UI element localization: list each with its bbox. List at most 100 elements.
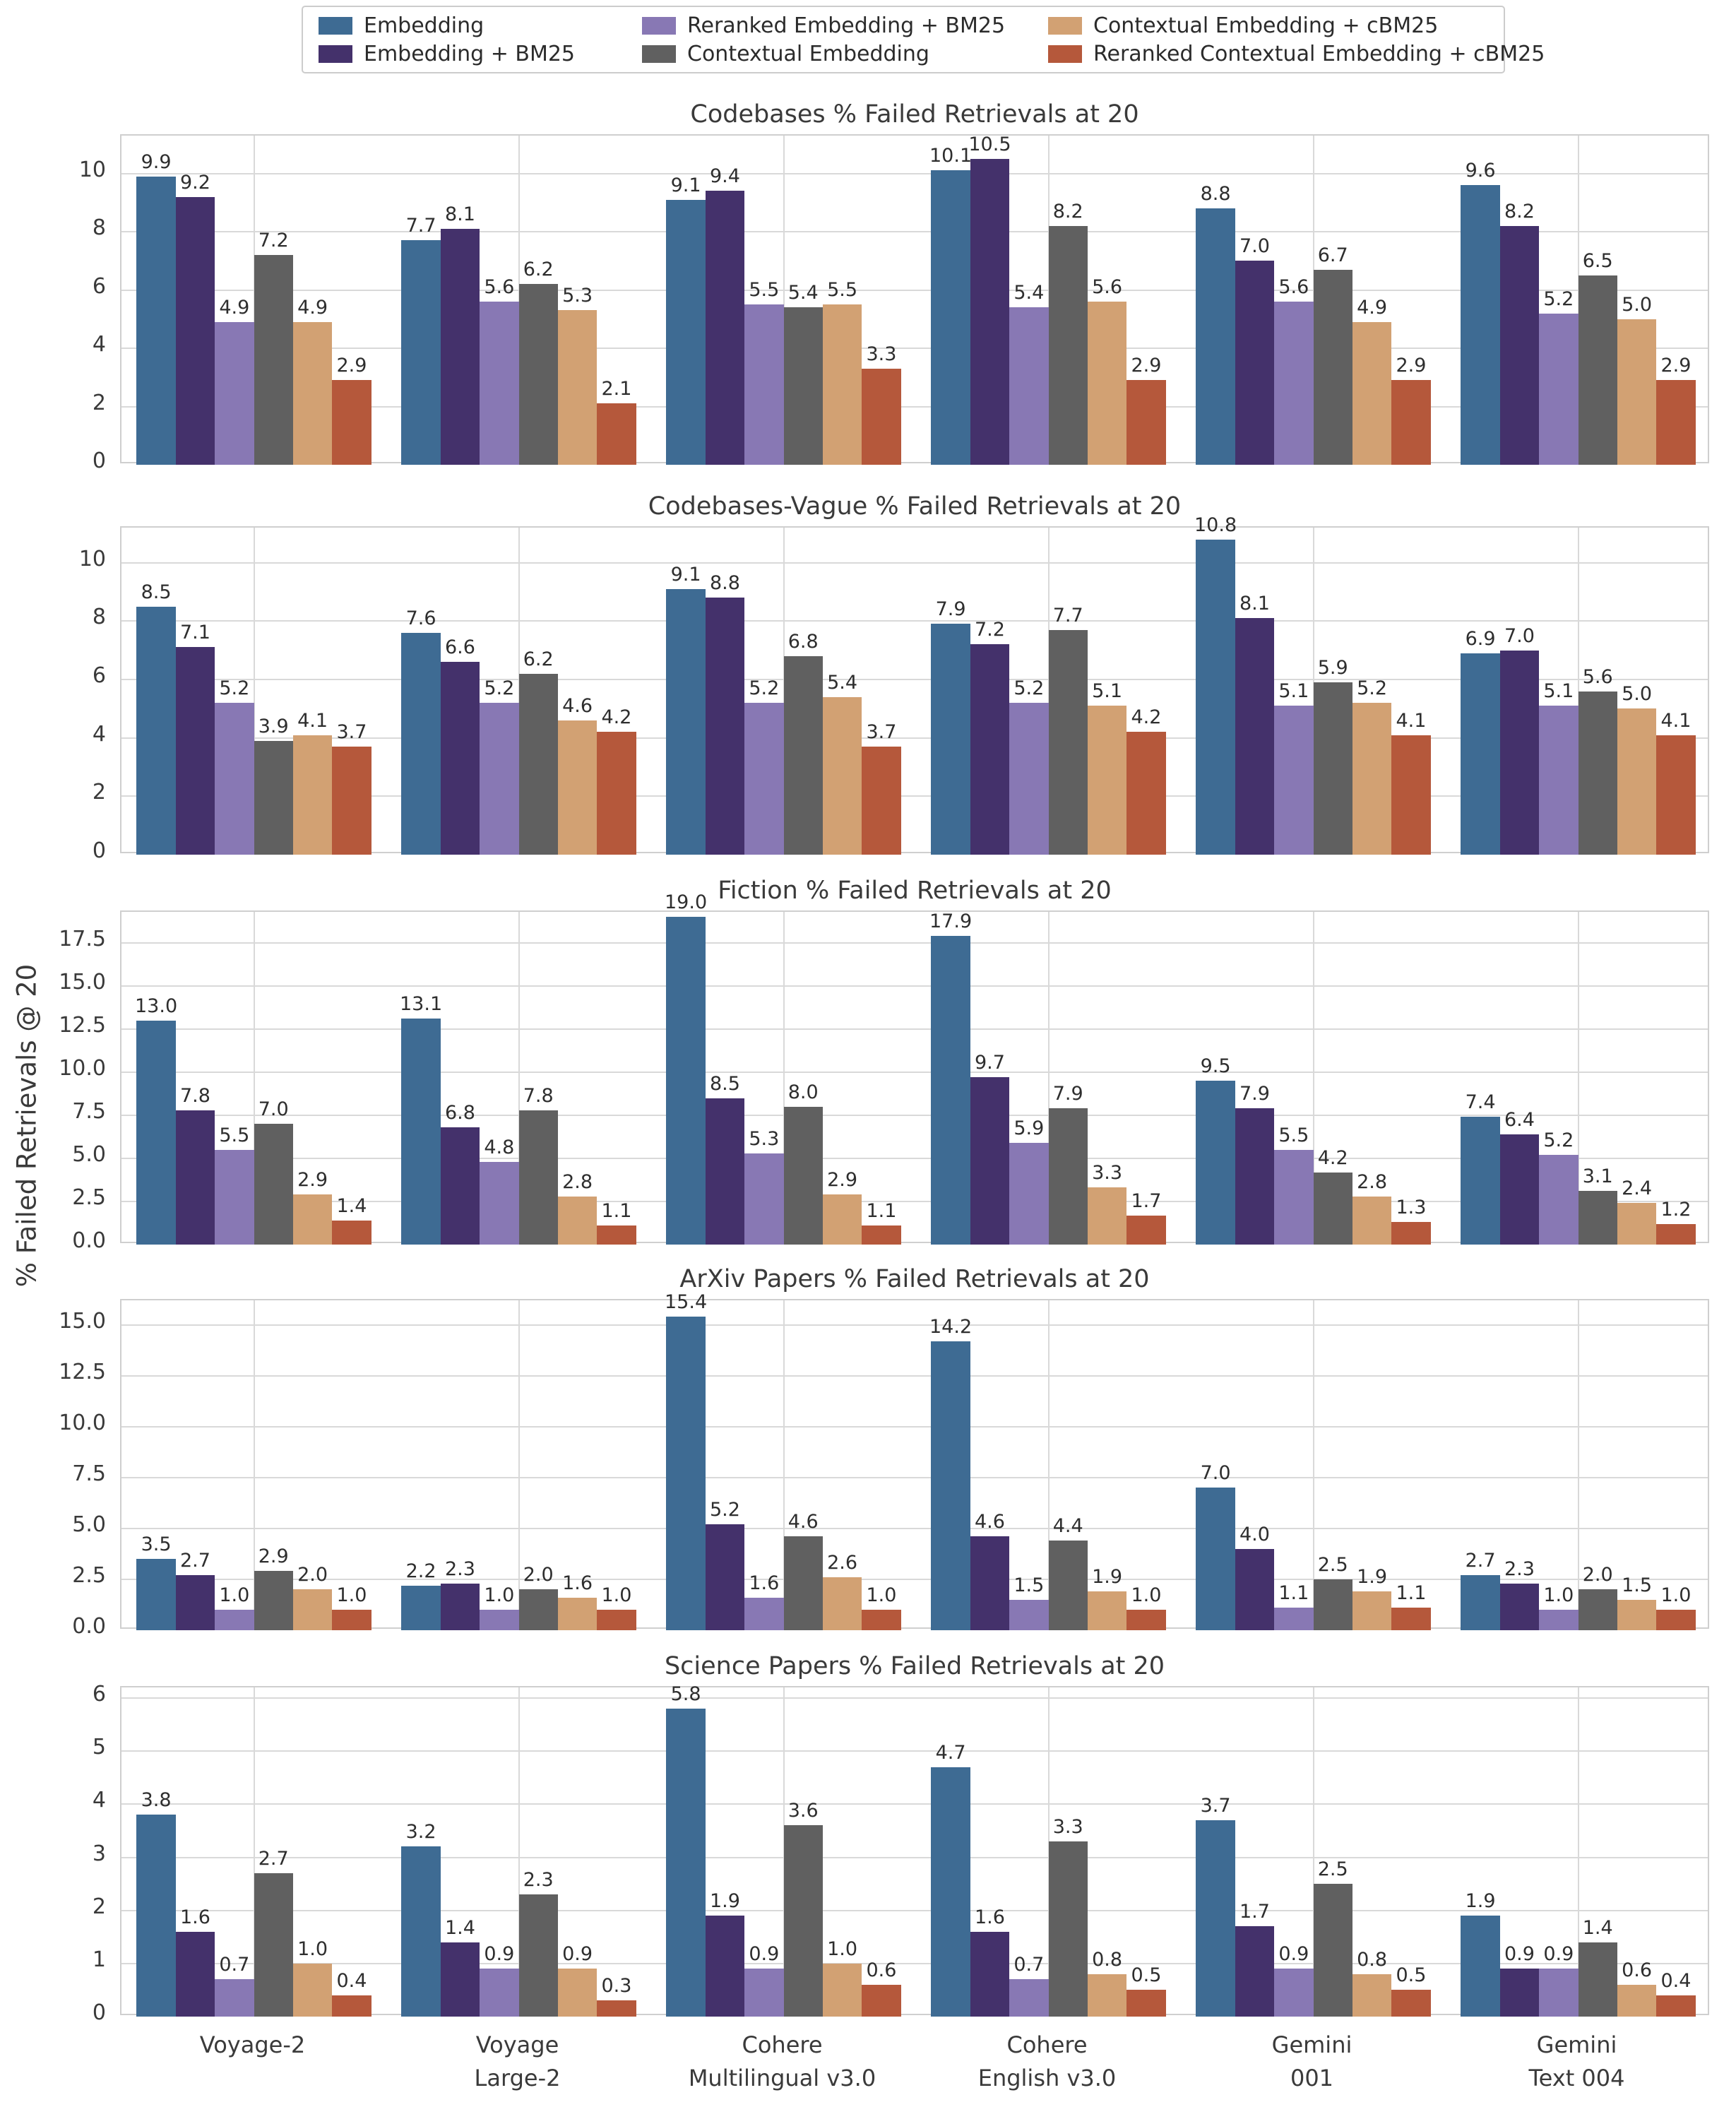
subplot-title: Codebases-Vague % Failed Retrievals at 2…	[648, 492, 1182, 521]
bar-value-label: 8.5	[141, 581, 172, 603]
subplot-5: Science Papers % Failed Retrievals at 20…	[0, 1652, 1736, 2025]
gridline-v	[783, 1300, 785, 1627]
bar-value-label: 10.5	[968, 133, 1011, 155]
bar	[175, 196, 215, 465]
bar	[1313, 1579, 1352, 1630]
bar-value-label: 6.8	[444, 1102, 475, 1124]
bar	[597, 732, 636, 855]
bar-value-label: 5.4	[787, 282, 819, 304]
bar	[1499, 1134, 1540, 1245]
bar-value-label: 1.5	[1622, 1574, 1653, 1596]
subplot-title: ArXiv Papers % Failed Retrievals at 20	[679, 1265, 1150, 1293]
gridline-h	[121, 1425, 1708, 1428]
x-tick-label: Voyage-2	[120, 2029, 385, 2062]
gridline-v	[1577, 1300, 1579, 1627]
bar-value-label: 1.1	[866, 1200, 897, 1223]
bar	[1126, 1610, 1166, 1630]
bar	[1617, 319, 1657, 465]
bar	[1087, 1974, 1127, 2017]
bar	[931, 1341, 970, 1630]
bar	[822, 1577, 862, 1630]
y-tick-label: 15.0	[59, 969, 106, 995]
gridline-h	[121, 1476, 1708, 1478]
y-tick-label: 5.0	[72, 1512, 106, 1537]
bar	[1461, 185, 1500, 465]
bar-value-label: 7.0	[1239, 235, 1270, 258]
gridline-h	[121, 1157, 1708, 1159]
bar	[1499, 650, 1540, 855]
bar-value-label: 1.4	[1582, 1916, 1613, 1939]
bar	[215, 321, 254, 465]
bar-value-label: 5.5	[749, 279, 780, 302]
bar-value-label: 5.0	[1622, 293, 1653, 316]
legend-label: Reranked Embedding + BM25	[687, 13, 1006, 38]
bar-value-label: 0.3	[601, 1975, 632, 1998]
gridline-v	[783, 136, 785, 462]
bar	[518, 1110, 558, 1245]
bar	[215, 1979, 254, 2017]
bar	[1617, 1599, 1657, 1630]
gridline-v	[518, 1300, 520, 1627]
bar-value-label: 9.9	[141, 150, 172, 173]
bar-value-label: 0.9	[1278, 1943, 1309, 1966]
bar-value-label: 9.1	[670, 563, 701, 586]
bar-value-label: 2.9	[827, 1169, 858, 1192]
bar-value-label: 5.2	[219, 677, 250, 700]
bar-value-label: 7.9	[935, 598, 966, 621]
bar-value-label: 3.7	[336, 721, 367, 744]
bar-value-label: 7.8	[523, 1084, 554, 1107]
bar-value-label: 7.8	[179, 1084, 210, 1107]
bar	[292, 1589, 333, 1630]
bar	[480, 302, 519, 465]
bar	[332, 1610, 371, 1630]
y-tick-label: 10.0	[59, 1410, 106, 1435]
bar-value-label: 5.9	[1013, 1117, 1045, 1139]
bar-value-label: 1.9	[1357, 1566, 1388, 1589]
legend-item: Contextual Embedding	[642, 42, 1048, 66]
legend-swatch-icon	[1048, 44, 1082, 63]
bar	[1656, 1995, 1696, 2017]
bar	[1539, 1969, 1579, 2017]
bar	[518, 673, 558, 855]
gridline-h	[121, 1324, 1708, 1326]
bar-value-label: 4.9	[219, 296, 250, 319]
bar-value-label: 1.6	[749, 1572, 780, 1594]
bar	[175, 1575, 215, 1630]
bar	[136, 1559, 176, 1630]
gridline-h	[121, 405, 1708, 408]
bar	[1087, 1591, 1127, 1630]
bar-value-label: 15.4	[665, 1291, 708, 1314]
x-tick-label-line: 001	[1290, 2065, 1334, 2091]
bar	[1461, 1117, 1500, 1245]
bar	[254, 1124, 293, 1245]
bar	[215, 1610, 254, 1630]
gridline-v	[1577, 912, 1579, 1242]
bar	[705, 598, 745, 855]
bar	[480, 1969, 519, 2017]
bar-value-label: 1.0	[1543, 1584, 1574, 1607]
y-tick-label: 17.5	[59, 926, 106, 951]
x-tick-label-line: Gemini	[1271, 2031, 1352, 2058]
bar	[744, 304, 784, 465]
bar-value-label: 2.1	[601, 378, 632, 400]
bar-value-label: 8.1	[1239, 593, 1270, 615]
gridline-v	[1047, 912, 1050, 1242]
bar-value-label: 7.2	[258, 230, 289, 252]
gridline-h	[121, 562, 1708, 564]
bar-value-label: 1.0	[297, 1937, 328, 1960]
bar	[1352, 703, 1392, 855]
bar	[292, 321, 333, 465]
bar-value-label: 3.3	[1052, 1815, 1083, 1838]
y-tick-label: 1	[92, 1947, 106, 1972]
x-tick-label-line: Cohere	[1006, 2031, 1088, 2058]
bar	[862, 1610, 901, 1630]
bar	[666, 1317, 706, 1630]
bar-value-label: 4.7	[935, 1741, 966, 1764]
plot-area: 3.5 2.7 1.0 2.9 2.0 1.0 2.2 2.3 1.0 2.0 1.6 1.0 15.4…	[120, 1291, 1709, 1630]
bar	[1499, 1583, 1540, 1630]
legend-label: Contextual Embedding + cBM25	[1093, 13, 1439, 38]
subplot-2: Codebases-Vague % Failed Retrievals at 2…	[0, 492, 1736, 863]
legend-swatch-icon	[642, 44, 676, 63]
bar	[1048, 1108, 1088, 1245]
bar-value-label: 2.9	[1660, 355, 1692, 377]
